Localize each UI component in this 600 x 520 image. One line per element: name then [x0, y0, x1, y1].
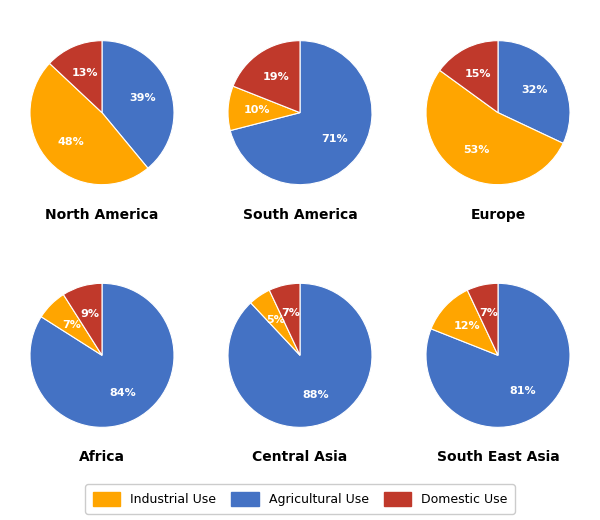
Text: 7%: 7% [62, 320, 81, 330]
Wedge shape [426, 283, 570, 427]
Text: 88%: 88% [302, 391, 329, 400]
Text: 5%: 5% [266, 315, 285, 324]
Title: Central Asia: Central Asia [253, 450, 347, 464]
Wedge shape [230, 41, 372, 185]
Title: Africa: Africa [79, 450, 125, 464]
Wedge shape [467, 283, 498, 355]
Wedge shape [30, 283, 174, 427]
Title: North America: North America [46, 207, 158, 222]
Text: 7%: 7% [479, 308, 498, 318]
Text: 9%: 9% [80, 309, 100, 319]
Wedge shape [228, 283, 372, 427]
Text: 19%: 19% [262, 72, 289, 82]
Title: South America: South America [242, 207, 358, 222]
Wedge shape [498, 41, 570, 144]
Text: 12%: 12% [453, 321, 480, 331]
Text: 7%: 7% [281, 308, 300, 318]
Wedge shape [64, 283, 102, 355]
Text: 15%: 15% [465, 69, 491, 79]
Wedge shape [41, 294, 102, 355]
Legend: Industrial Use, Agricultural Use, Domestic Use: Industrial Use, Agricultural Use, Domest… [85, 484, 515, 514]
Text: 10%: 10% [244, 105, 270, 115]
Text: 13%: 13% [71, 68, 98, 78]
Text: 71%: 71% [321, 134, 347, 144]
Title: Europe: Europe [470, 207, 526, 222]
Text: 32%: 32% [521, 85, 548, 95]
Text: 84%: 84% [109, 388, 136, 398]
Title: South East Asia: South East Asia [437, 450, 559, 464]
Wedge shape [251, 290, 300, 355]
Wedge shape [269, 283, 300, 355]
Wedge shape [228, 86, 300, 131]
Wedge shape [426, 70, 563, 185]
Wedge shape [440, 41, 498, 113]
Wedge shape [102, 41, 174, 168]
Text: 48%: 48% [57, 137, 84, 147]
Text: 53%: 53% [463, 145, 489, 155]
Text: 39%: 39% [130, 93, 156, 103]
Wedge shape [30, 63, 148, 185]
Text: 81%: 81% [509, 386, 536, 396]
Wedge shape [431, 290, 498, 355]
Wedge shape [50, 41, 102, 113]
Wedge shape [233, 41, 300, 113]
